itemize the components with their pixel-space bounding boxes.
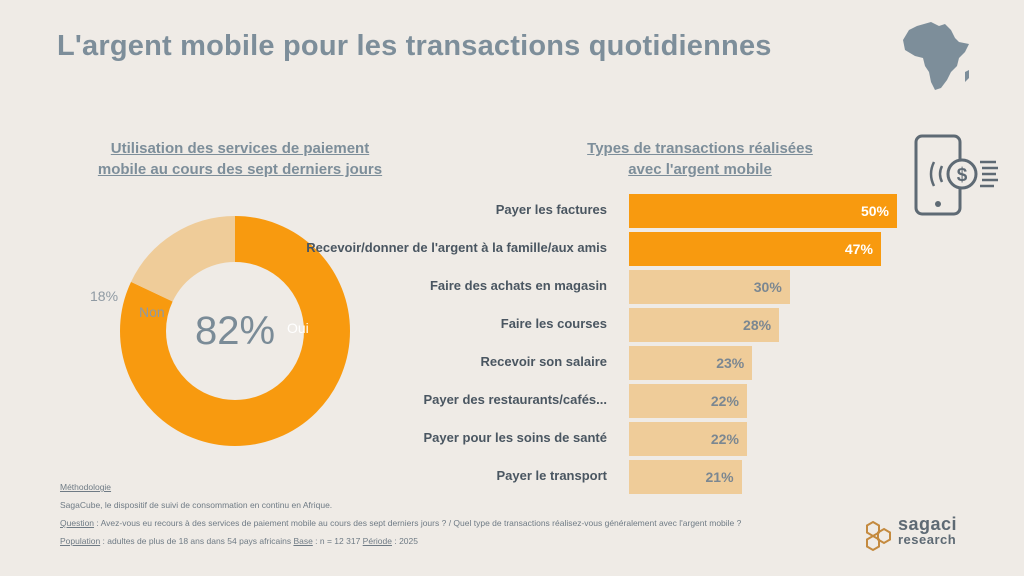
- bar: 23%: [629, 346, 753, 380]
- bar: 22%: [629, 384, 747, 418]
- donut-chart: 82%: [120, 216, 350, 446]
- bar-value-label: 22%: [710, 431, 739, 447]
- bar-category-label: Faire des achats en magasin: [429, 278, 607, 293]
- bar-subtitle-line-2: avec l'argent mobile: [628, 161, 772, 178]
- donut-slice-non: [120, 216, 350, 446]
- bar-row: Faire des achats en magasin 30%: [290, 269, 930, 307]
- logo-line2: research: [898, 532, 957, 547]
- methodology-question: Question : Avez-vous eu recours à des se…: [60, 514, 741, 532]
- bar-subtitle: Types de transactions réalisées avec l'a…: [540, 138, 860, 180]
- svg-text:$: $: [957, 165, 968, 186]
- bar-category-label: Payer le transport: [496, 468, 607, 483]
- sagaci-logo-icon: [866, 520, 891, 552]
- bar-category-label: Payer pour les soins de santé: [423, 430, 607, 445]
- donut-subtitle: Utilisation des services de paiement mob…: [70, 138, 410, 180]
- donut-label-non: Non: [139, 304, 165, 320]
- base-label: Base: [293, 536, 313, 546]
- periode-label: Période: [362, 536, 392, 546]
- bar-subtitle-line-1: Types de transactions réalisées: [587, 140, 813, 157]
- bar-value-label: 50%: [860, 203, 889, 219]
- donut-subtitle-line-2: mobile au cours des sept derniers jours: [97, 161, 383, 178]
- bar-chart: Payer les factures 50% Recevoir/donner de …: [290, 193, 930, 497]
- methodology-population: Population : adultes de plus de 18 ans d…: [60, 532, 741, 550]
- bar: 22%: [629, 422, 747, 456]
- bar-row: Faire les courses 28%: [290, 307, 930, 345]
- donut-outside-label: 18%: [90, 288, 119, 304]
- donut-label-oui: Oui: [287, 320, 309, 336]
- bar-value-label: 21%: [705, 469, 734, 485]
- bar-value-label: 28%: [743, 317, 772, 333]
- bar: 50%: [629, 194, 897, 228]
- bar-row: Payer des restaurants/cafés... 22%: [290, 383, 930, 421]
- bar-value-label: 23%: [716, 355, 745, 371]
- donut-svg: [120, 216, 350, 446]
- bar: 28%: [629, 308, 780, 342]
- bar-category-label: Payer des restaurants/cafés...: [423, 392, 607, 407]
- bar-category-label: Faire les courses: [500, 316, 607, 331]
- page-title: L'argent mobile pour les transactions qu…: [57, 30, 772, 62]
- question-label: Question: [60, 518, 95, 528]
- bar-row: Recevoir/donner de l'argent à la famille…: [290, 231, 930, 269]
- donut-subtitle-line-1: Utilisation des services de paiement: [110, 140, 370, 157]
- bar: 30%: [629, 270, 790, 304]
- population-label: Population: [60, 536, 101, 546]
- population-text: : adultes de plus de 18 ans dans 54 pays…: [100, 536, 294, 546]
- logo-line1: sagaci: [898, 514, 958, 534]
- bar: 47%: [629, 232, 881, 266]
- bar-row: Recevoir son salaire 23%: [290, 345, 930, 383]
- bar-row: Payer les factures 50%: [290, 193, 930, 231]
- mobile-payment-icon: $: [914, 134, 998, 216]
- bar-value-label: 22%: [710, 393, 739, 409]
- bar-category-label: Recevoir/donner de l'argent à la famille…: [306, 240, 607, 255]
- donut-center-label: 82%: [194, 308, 276, 353]
- bar-category-label: Recevoir son salaire: [480, 354, 607, 369]
- bar-category-label: Payer les factures: [495, 202, 607, 217]
- question-text: : Avez-vous eu recours à des services de…: [94, 518, 742, 528]
- bar-row: Payer pour les soins de santé 22%: [290, 421, 930, 459]
- base-text: : n = 12 317: [312, 536, 363, 546]
- periode-text: : 2025: [391, 536, 418, 546]
- bar-value-label: 47%: [844, 241, 873, 257]
- bar: 21%: [629, 460, 742, 494]
- methodology-heading: Méthodologie: [60, 482, 112, 492]
- methodology-line1: SagaCube, le dispositif de suivi de cons…: [60, 500, 333, 510]
- methodology: Méthodologie SagaCube, le dispositif de …: [60, 478, 741, 550]
- africa-map-icon: [903, 22, 969, 90]
- sagaci-logo-text: sagaci research: [898, 514, 958, 548]
- bar-value-label: 30%: [753, 279, 782, 295]
- bar-row: Payer le transport 21%: [290, 459, 930, 497]
